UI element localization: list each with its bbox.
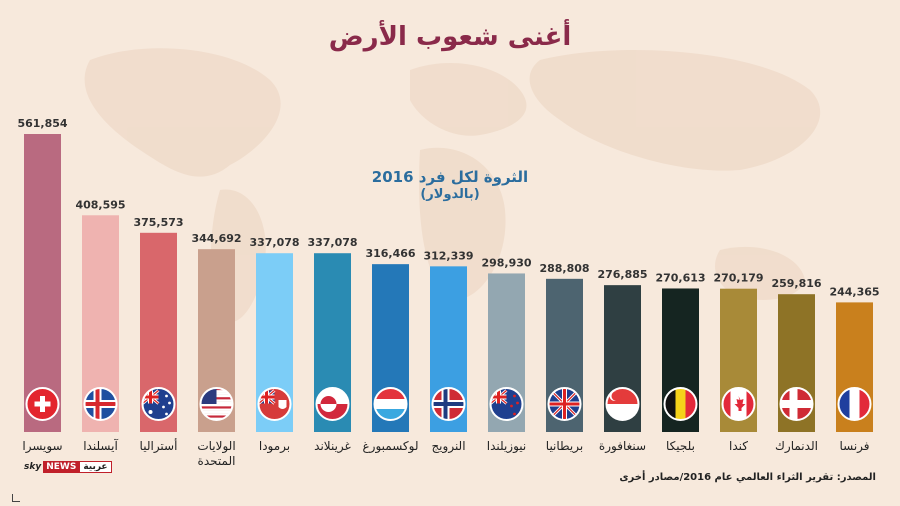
category-label-5: غرينلاند — [314, 439, 351, 454]
category-label-3: الولايات المتحدة — [197, 439, 235, 468]
chart-title: أغنى شعوب الأرض — [328, 22, 572, 52]
chart-subtitle-block: الثروة لكل فرد 2016 (بالدولار) — [330, 168, 570, 202]
flag-ring-5 — [315, 387, 350, 421]
value-label-1: 408,595 — [75, 198, 125, 211]
flag-ring-8 — [489, 387, 524, 421]
value-label-10: 276,885 — [597, 268, 647, 281]
category-label-9: بريطانيا — [546, 439, 583, 454]
flag-ring-12 — [721, 387, 756, 421]
value-label-13: 259,816 — [771, 277, 821, 290]
sky-news-arabia-logo: sky NEWS عربية — [24, 461, 112, 473]
value-label-3: 344,692 — [191, 232, 241, 245]
value-label-4: 337,078 — [249, 236, 299, 249]
bar-0 — [24, 134, 61, 432]
flag-ring-1 — [83, 387, 118, 421]
greenland-flag-icon — [316, 388, 349, 420]
france-flag-icon — [838, 388, 871, 420]
usa-flag-icon — [200, 388, 233, 420]
value-label-12: 270,179 — [713, 272, 763, 285]
value-label-8: 298,930 — [481, 256, 531, 269]
flag-ring-10 — [605, 387, 640, 421]
category-label-1: آيسلندا — [83, 438, 118, 453]
flag-ring-11 — [663, 387, 698, 421]
value-label-5: 337,078 — [307, 236, 357, 249]
category-label-2: أستراليا — [140, 438, 178, 454]
source-note: المصدر: تقرير الثراء العالمي عام 2016/مص… — [619, 472, 876, 483]
category-label-14: فرنسا — [839, 439, 869, 454]
category-label-10: سنغافورة — [599, 439, 646, 454]
logo-sky: sky — [24, 462, 42, 472]
value-label-7: 312,339 — [423, 249, 473, 262]
flag-ring-9 — [547, 387, 582, 421]
category-label-4: برمودا — [259, 439, 290, 454]
logo-arabia: عربية — [79, 461, 112, 473]
value-label-11: 270,613 — [655, 271, 705, 284]
category-label-7: النرويج — [431, 439, 465, 454]
luxembourg-flag-icon — [374, 388, 407, 420]
category-label-8: نيوزيلندا — [487, 439, 527, 454]
chart-subtitle: الثروة لكل فرد 2016 — [371, 168, 529, 186]
flag-ring-13 — [779, 387, 814, 421]
category-label-0: سويسرا — [22, 439, 62, 454]
belgium-flag-icon — [664, 388, 697, 420]
flag-ring-4 — [257, 387, 292, 421]
flag-ring-7 — [431, 387, 466, 421]
category-label-13: الدنمارك — [775, 439, 818, 454]
singapore-flag-icon — [606, 388, 639, 420]
chart-unit: (بالدولار) — [420, 187, 480, 202]
value-label-14: 244,365 — [829, 285, 879, 298]
category-label-6: لوكسمبورغ — [363, 439, 419, 454]
flag-ring-3 — [199, 387, 234, 421]
flag-ring-14 — [837, 387, 872, 421]
value-label-0: 561,854 — [17, 117, 67, 130]
flag-ring-0 — [25, 387, 60, 421]
logo-news: NEWS — [43, 461, 80, 473]
value-label-2: 375,573 — [133, 216, 183, 229]
value-label-9: 288,808 — [539, 262, 589, 275]
flag-ring-6 — [373, 387, 408, 421]
category-label-12: كندا — [729, 439, 748, 453]
corner-mark — [12, 494, 20, 502]
value-label-6: 316,466 — [365, 247, 415, 260]
category-label-11: بلجيكا — [666, 439, 695, 453]
flag-ring-2 — [141, 387, 176, 421]
